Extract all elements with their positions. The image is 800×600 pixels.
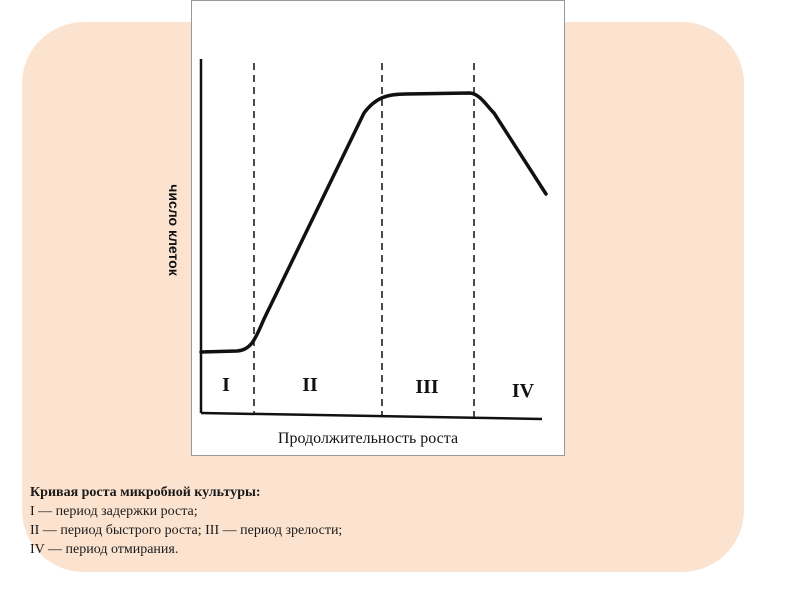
phase-label-4: IV xyxy=(512,380,535,402)
y-axis-label: число клеток xyxy=(166,184,182,276)
phase-label-2: II xyxy=(302,374,318,396)
phase-label-3: III xyxy=(415,376,439,398)
phase-label-1: I xyxy=(222,374,230,396)
caption-title: Кривая роста микробной культуры: xyxy=(30,485,261,500)
growth-curve xyxy=(199,91,548,354)
caption-line-3: IV — период отмирания. xyxy=(30,542,179,557)
figure-caption: Кривая роста микробной культуры: I — пер… xyxy=(30,483,590,559)
caption-line-1: I — период задержки роста; xyxy=(30,504,198,519)
x-axis-label: Продолжительность роста xyxy=(278,430,458,447)
x-axis xyxy=(200,411,543,421)
growth-curve-figure: I II III IV Продолжительность роста xyxy=(191,0,565,456)
caption-line-2: II — период быстрого роста; III — период… xyxy=(30,523,343,538)
